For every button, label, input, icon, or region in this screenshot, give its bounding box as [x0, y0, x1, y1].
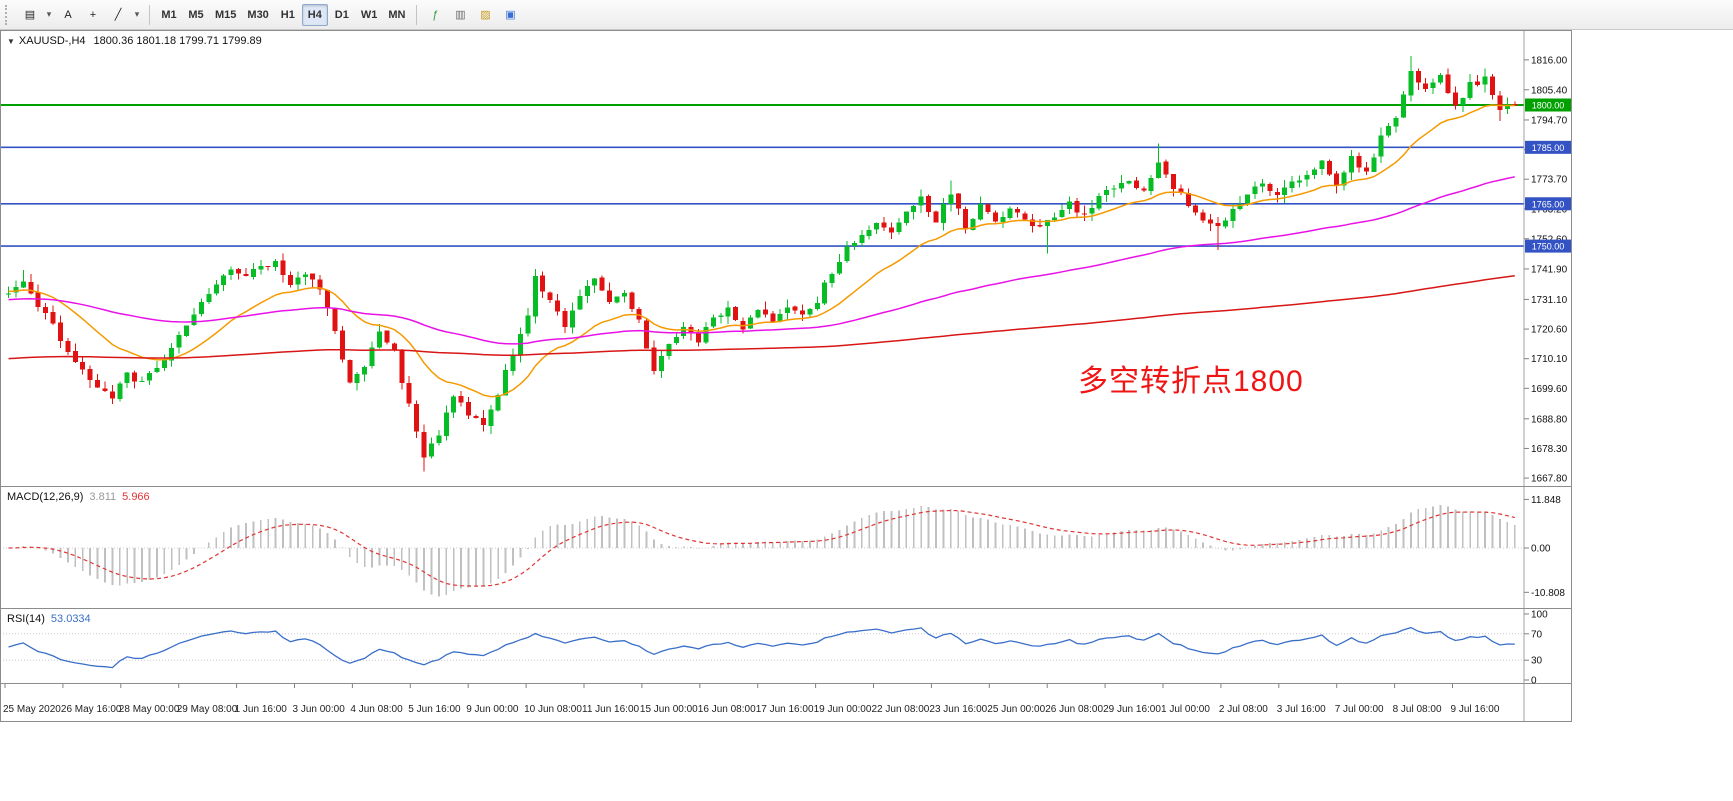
svg-text:-10.808: -10.808	[1531, 588, 1565, 599]
svg-text:1 Jul 00:00: 1 Jul 00:00	[1161, 704, 1210, 715]
svg-text:7 Jul 00:00: 7 Jul 00:00	[1335, 704, 1384, 715]
svg-text:26 May 16:00: 26 May 16:00	[61, 704, 122, 715]
svg-text:25 Jun 00:00: 25 Jun 00:00	[987, 704, 1045, 715]
svg-text:23 Jun 16:00: 23 Jun 16:00	[929, 704, 987, 715]
svg-text:5 Jun 16:00: 5 Jun 16:00	[408, 704, 461, 715]
timeframe-d1[interactable]: D1	[329, 4, 355, 26]
toolbar-separator	[416, 4, 418, 25]
indicator-scales: 11.848 0.00 -10.808 100 70 30 0	[1524, 495, 1565, 687]
svg-text:1720.60: 1720.60	[1531, 325, 1568, 336]
svg-text:3 Jul 16:00: 3 Jul 16:00	[1277, 704, 1326, 715]
svg-text:1750.00: 1750.00	[1532, 242, 1565, 252]
svg-text:4 Jun 08:00: 4 Jun 08:00	[350, 704, 403, 715]
svg-text:11 Jun 16:00: 11 Jun 16:00	[582, 704, 640, 715]
svg-text:1765.00: 1765.00	[1532, 199, 1565, 209]
chart-canvas[interactable]: 1816.001805.401794.701784.201773.701763.…	[0, 30, 1572, 722]
horizontal-level-lines[interactable]	[0, 104, 1524, 247]
toolbar-separator	[149, 4, 150, 25]
line-tools-dropdown[interactable]: ▾	[131, 4, 143, 26]
macd-signal-line	[8, 509, 1515, 587]
svg-text:1816.00: 1816.00	[1531, 55, 1568, 66]
svg-text:70: 70	[1531, 629, 1543, 640]
svg-text:11.848: 11.848	[1531, 495, 1561, 506]
svg-text:1741.90: 1741.90	[1531, 264, 1568, 275]
timeframe-w1[interactable]: W1	[356, 4, 383, 26]
chevron-down-icon: ▾	[134, 9, 140, 19]
svg-text:1785.00: 1785.00	[1532, 143, 1565, 153]
svg-text:0.00: 0.00	[1531, 544, 1551, 555]
svg-text:25 May 2020: 25 May 2020	[3, 704, 61, 715]
tile-windows-button[interactable]: ▣	[498, 4, 522, 26]
toolbar-grip[interactable]	[5, 4, 13, 25]
toolbar: ▤ ▾ A + ╱ ▾ M1 M5 M15 M30 H1 H4 D1 W1 MN…	[0, 0, 1733, 30]
svg-text:1667.80: 1667.80	[1531, 474, 1568, 485]
periods-icon: ▥	[455, 9, 466, 21]
svg-text:16 Jun 08:00: 16 Jun 08:00	[698, 704, 756, 715]
svg-text:1688.80: 1688.80	[1531, 414, 1568, 425]
text-label-icon: A	[64, 8, 72, 21]
svg-text:26 Jun 08:00: 26 Jun 08:00	[1045, 704, 1103, 715]
new-chart-icon: ▤	[24, 9, 36, 21]
timeframe-h1[interactable]: H1	[275, 4, 301, 26]
svg-text:17 Jun 16:00: 17 Jun 16:00	[756, 704, 814, 715]
candles	[6, 55, 1518, 472]
templates-button[interactable]: ▨	[473, 4, 497, 26]
timeframe-h4[interactable]: H4	[301, 3, 328, 26]
crosshair-tool-button[interactable]: +	[81, 4, 105, 26]
templates-icon: ▨	[480, 9, 491, 21]
svg-text:10 Jun 08:00: 10 Jun 08:00	[524, 704, 582, 715]
chart-window-border	[0, 30, 1572, 722]
timeframe-mn[interactable]: MN	[383, 4, 410, 26]
svg-text:1710.10: 1710.10	[1531, 354, 1568, 365]
svg-text:1699.60: 1699.60	[1531, 384, 1568, 395]
svg-text:15 Jun 00:00: 15 Jun 00:00	[640, 704, 698, 715]
price-line-tags: 1800.00 1785.00 1765.00 1750.00	[1525, 98, 1571, 253]
svg-text:22 Jun 08:00: 22 Jun 08:00	[872, 704, 930, 715]
new-chart-button[interactable]: ▤	[18, 4, 42, 26]
trendline-tool-button[interactable]: ╱	[106, 4, 130, 26]
periods-button[interactable]: ▥	[448, 4, 472, 26]
timeframe-m1[interactable]: M1	[156, 4, 182, 26]
trendline-icon: ╱	[114, 9, 122, 21]
svg-text:29 Jun 16:00: 29 Jun 16:00	[1103, 704, 1161, 715]
svg-text:8 Jul 08:00: 8 Jul 08:00	[1393, 704, 1442, 715]
moving-average-lines	[8, 104, 1515, 398]
svg-text:1773.70: 1773.70	[1531, 175, 1568, 186]
indicators-icon: ƒ	[432, 8, 439, 21]
chevron-down-icon: ▾	[46, 9, 52, 19]
svg-text:9 Jun 00:00: 9 Jun 00:00	[466, 704, 519, 715]
svg-text:3 Jun 00:00: 3 Jun 00:00	[293, 704, 346, 715]
svg-text:1 Jun 16:00: 1 Jun 16:00	[235, 704, 288, 715]
timeframe-m30[interactable]: M30	[242, 4, 273, 26]
text-label-tool-button[interactable]: A	[56, 4, 80, 26]
price-axis: 1816.001805.401794.701784.201773.701763.…	[1524, 55, 1568, 485]
svg-text:1805.40: 1805.40	[1531, 85, 1568, 96]
svg-text:100: 100	[1531, 610, 1548, 621]
svg-text:1800.00: 1800.00	[1532, 101, 1565, 111]
svg-text:1678.30: 1678.30	[1531, 444, 1568, 455]
chart-type-dropdown[interactable]: ▾	[43, 4, 55, 26]
svg-text:2 Jul 08:00: 2 Jul 08:00	[1219, 704, 1268, 715]
svg-text:30: 30	[1531, 656, 1543, 667]
svg-text:29 May 08:00: 29 May 08:00	[177, 704, 238, 715]
indicators-button[interactable]: ƒ	[423, 4, 447, 26]
timeframe-m5[interactable]: M5	[183, 4, 209, 26]
tile-windows-icon: ▣	[505, 9, 516, 21]
svg-text:19 Jun 00:00: 19 Jun 00:00	[814, 704, 872, 715]
svg-text:1794.70: 1794.70	[1531, 115, 1568, 126]
rsi-line	[8, 626, 1515, 669]
timeframe-m15[interactable]: M15	[210, 4, 241, 26]
svg-text:9 Jul 16:00: 9 Jul 16:00	[1451, 704, 1500, 715]
chart-window[interactable]: 1816.001805.401794.701784.201773.701763.…	[0, 30, 1572, 722]
svg-text:1731.10: 1731.10	[1531, 295, 1568, 306]
svg-text:28 May 00:00: 28 May 00:00	[119, 704, 180, 715]
crosshair-icon: +	[89, 8, 97, 21]
svg-text:0: 0	[1531, 676, 1537, 687]
